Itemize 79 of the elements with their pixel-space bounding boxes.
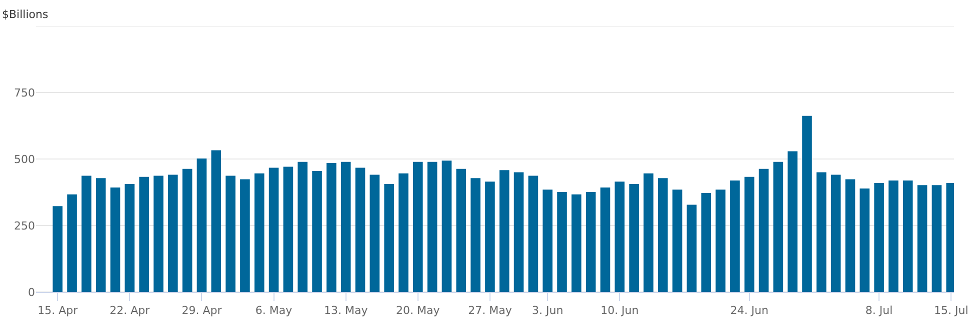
bar (370, 174, 380, 292)
bar (917, 185, 928, 292)
bar (572, 194, 582, 292)
bar (686, 204, 697, 292)
bar (254, 173, 264, 292)
bar (298, 162, 308, 292)
bar (96, 178, 106, 292)
bar (240, 179, 250, 292)
bar (326, 162, 336, 292)
bar (672, 190, 682, 292)
bar (124, 184, 135, 292)
bar (226, 176, 236, 292)
y-tick-label: 0 (28, 286, 35, 299)
bar (845, 179, 856, 292)
bar (139, 176, 149, 292)
bar (816, 172, 826, 292)
bar (67, 194, 77, 292)
bar (860, 188, 870, 292)
bar (456, 168, 466, 292)
bar (211, 150, 222, 292)
bar (340, 162, 351, 292)
bar (888, 180, 898, 292)
bar (802, 116, 812, 292)
bar (874, 182, 884, 292)
bar (283, 166, 294, 292)
bar (744, 176, 754, 292)
y-tick-label: 500 (14, 152, 35, 166)
bar (629, 184, 639, 292)
x-tick-label: 13. May (324, 304, 368, 318)
bar (413, 162, 423, 292)
bar (773, 162, 784, 292)
bar (196, 158, 207, 292)
bar (644, 173, 654, 292)
x-tick-label: 15. Jul (934, 304, 968, 318)
bar (398, 173, 408, 292)
bar (730, 180, 740, 292)
bar (701, 193, 712, 292)
x-tick-label: 15. Apr (38, 304, 78, 318)
bar (514, 172, 524, 292)
bar (154, 176, 164, 292)
bar (557, 192, 567, 292)
bar (658, 178, 668, 292)
y-tick-label: 250 (14, 219, 35, 232)
bar (427, 162, 438, 292)
x-tick-label: 27. May (468, 304, 512, 318)
x-tick-label: 8. Jul (865, 304, 893, 318)
bar (499, 170, 510, 292)
bar (932, 185, 942, 292)
bar (902, 180, 913, 292)
bar (442, 160, 452, 292)
bar (470, 178, 480, 292)
bar (600, 187, 610, 292)
bar (758, 168, 769, 292)
x-tick-label: 6. May (255, 304, 293, 318)
bar (268, 168, 279, 292)
bar (168, 174, 178, 292)
bar (528, 176, 538, 292)
x-tick-label: 20. May (396, 304, 440, 318)
bar (614, 182, 625, 292)
bar (485, 182, 495, 292)
bar (830, 174, 841, 292)
bar (586, 192, 596, 292)
bar (110, 187, 120, 292)
bar (355, 168, 366, 292)
x-tick-label: 24. Jun (730, 304, 768, 318)
bar (716, 190, 726, 292)
bar (52, 206, 63, 292)
bar (788, 151, 798, 292)
x-tick-label: 3. Jun (532, 304, 564, 318)
x-tick-label: 29. Apr (182, 304, 222, 318)
bar (82, 176, 92, 292)
bar (384, 184, 394, 292)
bar (312, 170, 322, 292)
y-axis-title: $Billions (2, 8, 48, 21)
bar (542, 190, 552, 292)
y-tick-label: 750 (14, 86, 35, 100)
x-tick-label: 10. Jun (600, 304, 639, 318)
bar (182, 168, 192, 292)
x-tick-label: 22. Apr (110, 304, 150, 318)
